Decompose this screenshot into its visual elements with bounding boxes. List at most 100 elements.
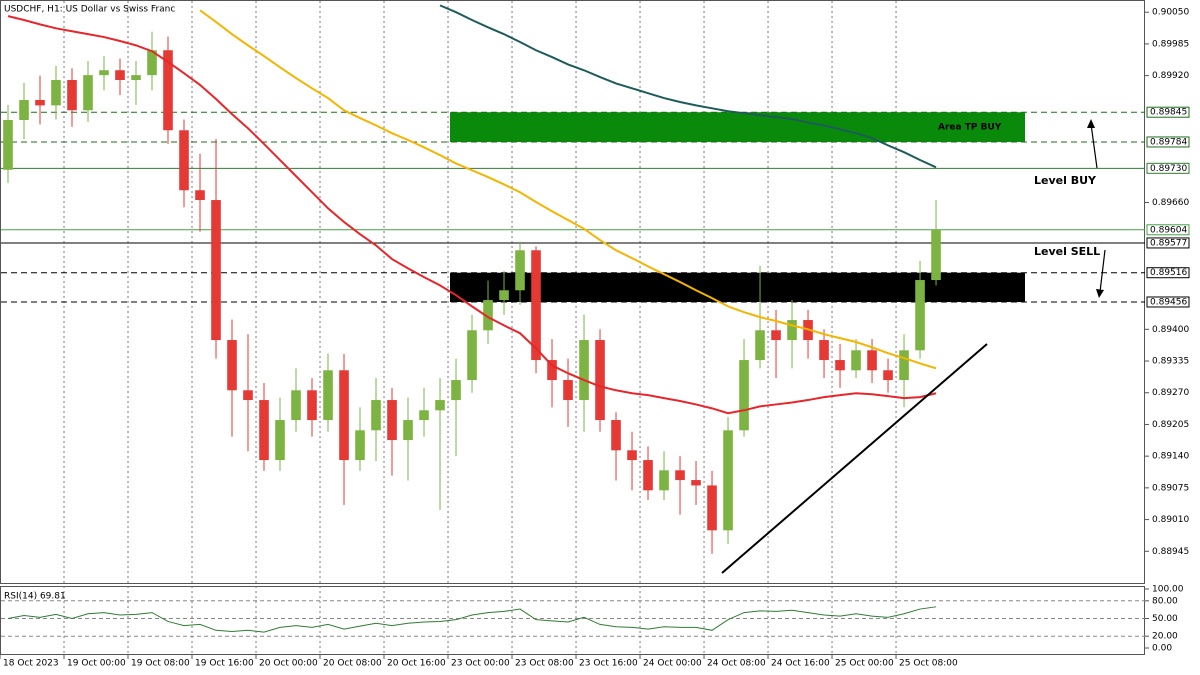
rsi-tick-label: 20.00 [1152, 632, 1178, 642]
moving-average [199, 9, 937, 370]
candle-body [243, 390, 253, 401]
level-box [1146, 267, 1190, 279]
candle-body [675, 470, 685, 481]
level-label: 0.89784 [1150, 137, 1187, 147]
candle-body [371, 400, 381, 431]
zone [450, 272, 1025, 302]
rsi-tick-label: 0.00 [1152, 644, 1172, 654]
candle-body [883, 370, 893, 381]
candle-body [387, 400, 397, 441]
candle-body [115, 70, 125, 81]
rsi-line [7, 606, 937, 633]
candle-body [339, 370, 349, 461]
y-tick-label: 0.89920 [1152, 71, 1189, 81]
annotation: Level SELL [1034, 245, 1100, 258]
x-tick-label: 19 Oct 00:00 [67, 659, 126, 669]
level-label: 0.89516 [1150, 268, 1187, 278]
candle-body [739, 360, 749, 431]
level-box [1146, 237, 1190, 249]
x-tick-label: 24 Oct 16:00 [771, 659, 830, 669]
annotation: Level BUY [1034, 174, 1097, 187]
candle-body [787, 320, 797, 341]
level-box [1146, 106, 1190, 118]
rsi-label: RSI(14) 69.81 [4, 592, 66, 602]
y-tick-label: 0.89660 [1152, 198, 1189, 208]
x-tick-label: 25 Oct 00:00 [835, 659, 894, 669]
candle-body [579, 340, 589, 401]
x-tick-label: 19 Oct 08:00 [131, 659, 190, 669]
candle-body [3, 120, 13, 170]
candle-body [323, 370, 333, 421]
arrow-head [1096, 289, 1104, 298]
rsi-tick-label: 50.00 [1152, 614, 1178, 624]
chart-title: USDCHF, H1: US Dollar vs Swiss Franc [4, 5, 175, 15]
rsi-panel [0, 586, 1145, 655]
candle-body [899, 350, 909, 381]
candle-body [643, 460, 653, 491]
x-tick-label: 18 Oct 2023 [3, 659, 59, 669]
candle-body [179, 130, 189, 191]
level-label: 0.89730 [1150, 164, 1187, 174]
candle-body [291, 390, 301, 421]
candle-body [835, 360, 845, 371]
candle-body [595, 340, 605, 421]
zone-label: Area TP SELL [938, 283, 1005, 293]
candle-body [307, 390, 317, 421]
level-box [1146, 136, 1190, 148]
level-box [1146, 224, 1190, 236]
level-box [1146, 296, 1190, 308]
x-tick-label: 24 Oct 00:00 [643, 659, 702, 669]
candle-body [627, 450, 637, 461]
arrow [1099, 249, 1106, 293]
y-tick-label: 0.89335 [1152, 357, 1189, 367]
candle-body [275, 420, 285, 461]
moving-average [439, 4, 937, 169]
x-tick-label: 20 Oct 00:00 [259, 659, 318, 669]
candle-body [451, 380, 461, 401]
candle-body [467, 330, 477, 381]
candle-body [67, 80, 77, 111]
level-label: 0.89845 [1150, 108, 1187, 118]
candle-body [755, 330, 765, 361]
x-tick-label: 19 Oct 16:00 [195, 659, 254, 669]
main-panel [0, 0, 1145, 584]
candle-body [99, 70, 109, 76]
trend-line [721, 343, 988, 574]
candle-body [931, 229, 941, 281]
candle-body [227, 340, 237, 391]
candle-body [547, 360, 557, 381]
candle-body [51, 80, 61, 106]
candle-body [403, 420, 413, 441]
y-tick-label: 0.89400 [1152, 325, 1189, 335]
zone [450, 112, 1025, 142]
x-tick-label: 23 Oct 08:00 [515, 659, 574, 669]
x-tick-label: 20 Oct 08:00 [323, 659, 382, 669]
level-label: 0.89456 [1150, 297, 1187, 307]
candle-body [435, 400, 445, 411]
arrow-head [1087, 119, 1095, 128]
y-tick-label: 0.89270 [1152, 388, 1189, 398]
candle-body [163, 50, 173, 131]
rsi-tick-label: 100.00 [1152, 585, 1184, 595]
candle-body [147, 50, 157, 76]
x-tick-label: 23 Oct 00:00 [451, 659, 510, 669]
y-tick-label: 0.89010 [1152, 515, 1189, 525]
x-tick-label: 24 Oct 08:00 [707, 659, 766, 669]
y-tick-label: 0.90050 [1152, 8, 1189, 18]
candle-body [499, 290, 509, 301]
y-tick-label: 0.89985 [1152, 39, 1189, 49]
zone-label: Area TP BUY [938, 123, 1002, 133]
candle-body [659, 470, 669, 491]
candle-body [19, 100, 29, 121]
candle-body [611, 420, 621, 451]
level-label: 0.89577 [1150, 238, 1187, 248]
x-tick-label: 25 Oct 08:00 [899, 659, 958, 669]
candle-body [211, 200, 221, 341]
rsi-tick-label: 80.00 [1152, 596, 1178, 606]
moving-average [7, 15, 937, 415]
candle-body [483, 300, 493, 331]
y-tick-label: 0.88945 [1152, 547, 1189, 557]
candle-body [707, 485, 717, 531]
